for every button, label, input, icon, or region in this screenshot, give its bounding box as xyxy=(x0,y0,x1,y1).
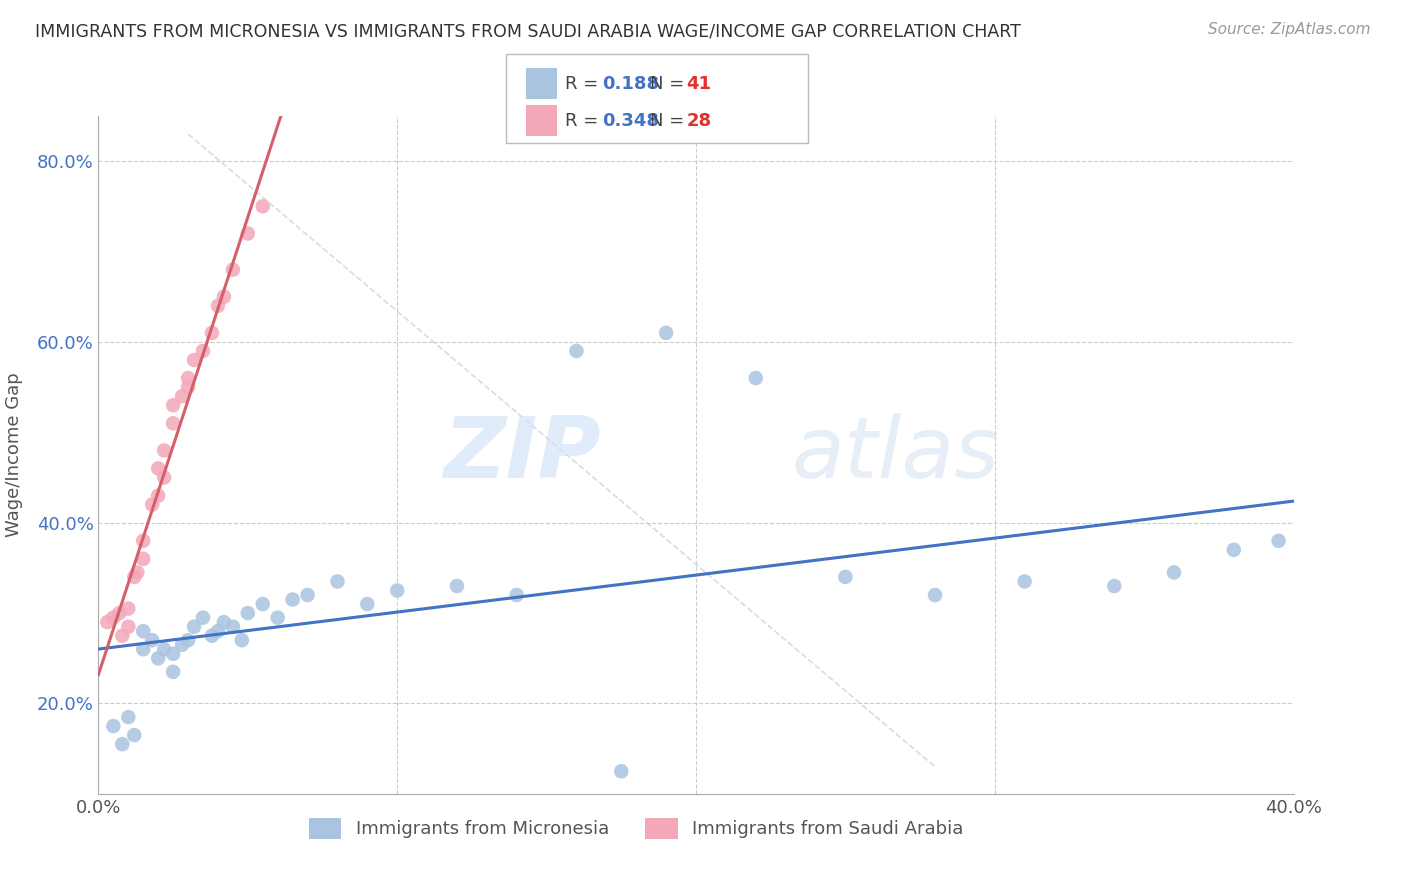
Point xyxy=(103,610,125,624)
Point xyxy=(1014,574,1036,589)
Text: 41: 41 xyxy=(686,75,711,93)
Point xyxy=(506,588,529,602)
Point xyxy=(117,601,139,615)
Point xyxy=(162,398,184,412)
Point xyxy=(132,552,155,566)
Text: R =: R = xyxy=(565,75,605,93)
Point xyxy=(183,353,205,368)
Point xyxy=(191,610,214,624)
Point xyxy=(1104,579,1126,593)
Point xyxy=(132,624,155,639)
Text: 0.188: 0.188 xyxy=(602,75,659,93)
Point xyxy=(153,443,176,458)
Point xyxy=(236,606,259,620)
Legend: Immigrants from Micronesia, Immigrants from Saudi Arabia: Immigrants from Micronesia, Immigrants f… xyxy=(302,811,970,846)
Text: atlas: atlas xyxy=(792,413,1000,497)
Point xyxy=(103,719,125,733)
Point xyxy=(117,710,139,724)
Point xyxy=(222,262,245,277)
Y-axis label: Wage/Income Gap: Wage/Income Gap xyxy=(4,373,22,537)
Point xyxy=(172,389,194,403)
Point xyxy=(108,606,131,620)
Text: 28: 28 xyxy=(686,112,711,129)
Text: ZIP: ZIP xyxy=(443,413,600,497)
Point xyxy=(191,343,214,358)
Point xyxy=(183,620,205,634)
Point xyxy=(297,588,319,602)
Point xyxy=(281,592,304,607)
Point xyxy=(127,566,149,580)
Point xyxy=(267,610,290,624)
Point xyxy=(124,728,146,742)
Point xyxy=(148,489,170,503)
Text: 0.348: 0.348 xyxy=(602,112,659,129)
Point xyxy=(162,647,184,661)
Point xyxy=(252,199,274,213)
Point xyxy=(201,629,224,643)
Point xyxy=(162,665,184,679)
Point xyxy=(1223,542,1246,557)
Point xyxy=(132,642,155,657)
Point xyxy=(201,326,224,340)
Point xyxy=(834,570,856,584)
Point xyxy=(326,574,349,589)
Point xyxy=(177,633,200,648)
Point xyxy=(212,290,235,304)
Point xyxy=(111,629,134,643)
Point xyxy=(1267,533,1289,548)
Point xyxy=(177,380,200,394)
Point xyxy=(162,417,184,431)
Point xyxy=(565,343,588,358)
Point xyxy=(132,533,155,548)
Point xyxy=(148,461,170,475)
Point xyxy=(207,299,229,313)
Point xyxy=(124,570,146,584)
Text: Source: ZipAtlas.com: Source: ZipAtlas.com xyxy=(1208,22,1371,37)
Point xyxy=(924,588,946,602)
Point xyxy=(141,498,163,512)
Point xyxy=(111,737,134,751)
Point xyxy=(207,624,229,639)
Point xyxy=(231,633,253,648)
Text: N =: N = xyxy=(650,112,689,129)
Point xyxy=(117,620,139,634)
Point xyxy=(446,579,468,593)
Point xyxy=(96,615,118,629)
Point xyxy=(356,597,378,611)
Point xyxy=(1163,566,1185,580)
Point xyxy=(252,597,274,611)
Text: IMMIGRANTS FROM MICRONESIA VS IMMIGRANTS FROM SAUDI ARABIA WAGE/INCOME GAP CORRE: IMMIGRANTS FROM MICRONESIA VS IMMIGRANTS… xyxy=(35,22,1021,40)
Point xyxy=(153,642,176,657)
Point xyxy=(153,470,176,484)
Point xyxy=(141,633,163,648)
Point xyxy=(148,651,170,665)
Point xyxy=(236,227,259,241)
Point xyxy=(212,615,235,629)
Point xyxy=(177,371,200,385)
Point xyxy=(655,326,678,340)
Point xyxy=(745,371,768,385)
Point xyxy=(385,583,409,598)
Point xyxy=(172,638,194,652)
Text: R =: R = xyxy=(565,112,605,129)
Point xyxy=(610,764,633,779)
Point xyxy=(222,620,245,634)
Text: N =: N = xyxy=(650,75,689,93)
